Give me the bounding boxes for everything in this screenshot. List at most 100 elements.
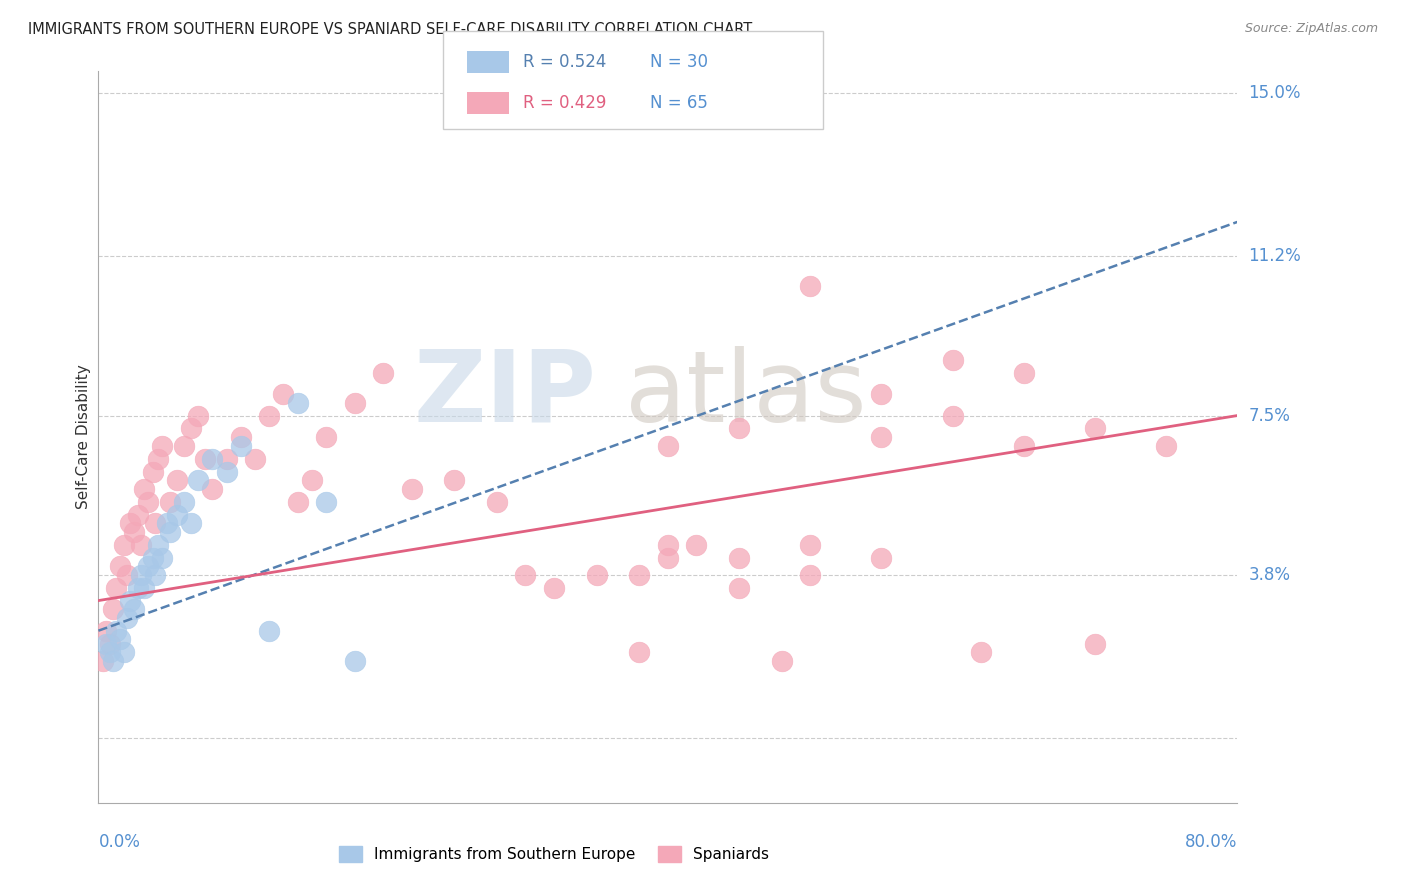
Y-axis label: Self-Care Disability: Self-Care Disability: [76, 365, 91, 509]
Legend: Immigrants from Southern Europe, Spaniards: Immigrants from Southern Europe, Spaniar…: [333, 840, 775, 868]
Point: [127, 508, 149, 522]
Point: [287, 395, 309, 409]
Point: [159, 494, 181, 508]
Point: [543, 581, 565, 595]
Point: [259, 409, 281, 423]
Point: [371, 366, 394, 380]
Point: [799, 279, 821, 293]
Point: [145, 516, 167, 530]
Point: [243, 451, 266, 466]
Text: 0.0%: 0.0%: [98, 833, 141, 851]
Point: [112, 645, 135, 659]
Point: [122, 602, 145, 616]
Point: [287, 494, 309, 508]
Point: [141, 550, 163, 565]
Point: [315, 430, 337, 444]
Point: [152, 439, 174, 453]
Text: N = 65: N = 65: [650, 95, 707, 112]
Point: [870, 550, 893, 565]
Text: N = 30: N = 30: [650, 54, 707, 71]
Text: 15.0%: 15.0%: [1249, 84, 1301, 102]
Point: [870, 387, 893, 401]
Point: [401, 482, 423, 496]
Point: [152, 550, 174, 565]
Text: Source: ZipAtlas.com: Source: ZipAtlas.com: [1244, 22, 1378, 36]
Point: [122, 524, 145, 539]
Point: [180, 421, 202, 435]
Point: [173, 439, 195, 453]
Point: [229, 439, 252, 453]
Point: [98, 637, 121, 651]
Point: [728, 581, 751, 595]
Point: [180, 516, 202, 530]
Point: [201, 451, 224, 466]
Point: [104, 624, 127, 638]
Point: [115, 567, 138, 582]
Point: [98, 645, 121, 659]
Point: [970, 645, 993, 659]
Point: [148, 538, 170, 552]
Point: [148, 451, 170, 466]
Point: [515, 567, 537, 582]
Point: [115, 611, 138, 625]
Point: [628, 645, 651, 659]
Text: 80.0%: 80.0%: [1185, 833, 1237, 851]
Point: [942, 409, 965, 423]
Text: R = 0.524: R = 0.524: [523, 54, 606, 71]
Point: [194, 451, 217, 466]
Point: [657, 550, 679, 565]
Point: [685, 538, 707, 552]
Text: R = 0.429: R = 0.429: [523, 95, 606, 112]
Point: [799, 538, 821, 552]
Point: [94, 637, 117, 651]
Point: [118, 593, 141, 607]
Point: [728, 421, 751, 435]
Point: [657, 439, 679, 453]
Point: [129, 567, 152, 582]
Point: [136, 494, 159, 508]
Point: [942, 352, 965, 367]
Point: [156, 516, 179, 530]
Point: [101, 602, 124, 616]
Point: [215, 451, 238, 466]
Point: [141, 465, 163, 479]
Point: [187, 409, 209, 423]
Point: [1012, 439, 1035, 453]
Text: 11.2%: 11.2%: [1249, 247, 1301, 266]
Point: [132, 482, 155, 496]
Point: [259, 624, 281, 638]
Point: [486, 494, 509, 508]
Text: ZIP: ZIP: [413, 345, 596, 442]
Point: [657, 538, 679, 552]
Point: [118, 516, 141, 530]
Point: [94, 624, 117, 638]
Point: [585, 567, 607, 582]
Point: [159, 524, 181, 539]
Point: [166, 508, 188, 522]
Point: [201, 482, 224, 496]
Point: [136, 559, 159, 574]
Point: [343, 395, 366, 409]
Point: [166, 473, 188, 487]
Point: [127, 581, 149, 595]
Text: IMMIGRANTS FROM SOUTHERN EUROPE VS SPANIARD SELF-CARE DISABILITY CORRELATION CHA: IMMIGRANTS FROM SOUTHERN EUROPE VS SPANI…: [28, 22, 752, 37]
Text: atlas: atlas: [626, 345, 866, 442]
Point: [1084, 637, 1107, 651]
Point: [132, 581, 155, 595]
Point: [343, 654, 366, 668]
Point: [229, 430, 252, 444]
Point: [628, 567, 651, 582]
Point: [1084, 421, 1107, 435]
Point: [770, 654, 793, 668]
Point: [215, 465, 238, 479]
Point: [315, 494, 337, 508]
Point: [129, 538, 152, 552]
Point: [870, 430, 893, 444]
Point: [112, 538, 135, 552]
Point: [145, 567, 167, 582]
Point: [104, 581, 127, 595]
Text: 3.8%: 3.8%: [1249, 566, 1291, 583]
Point: [301, 473, 323, 487]
Point: [108, 632, 131, 647]
Point: [101, 654, 124, 668]
